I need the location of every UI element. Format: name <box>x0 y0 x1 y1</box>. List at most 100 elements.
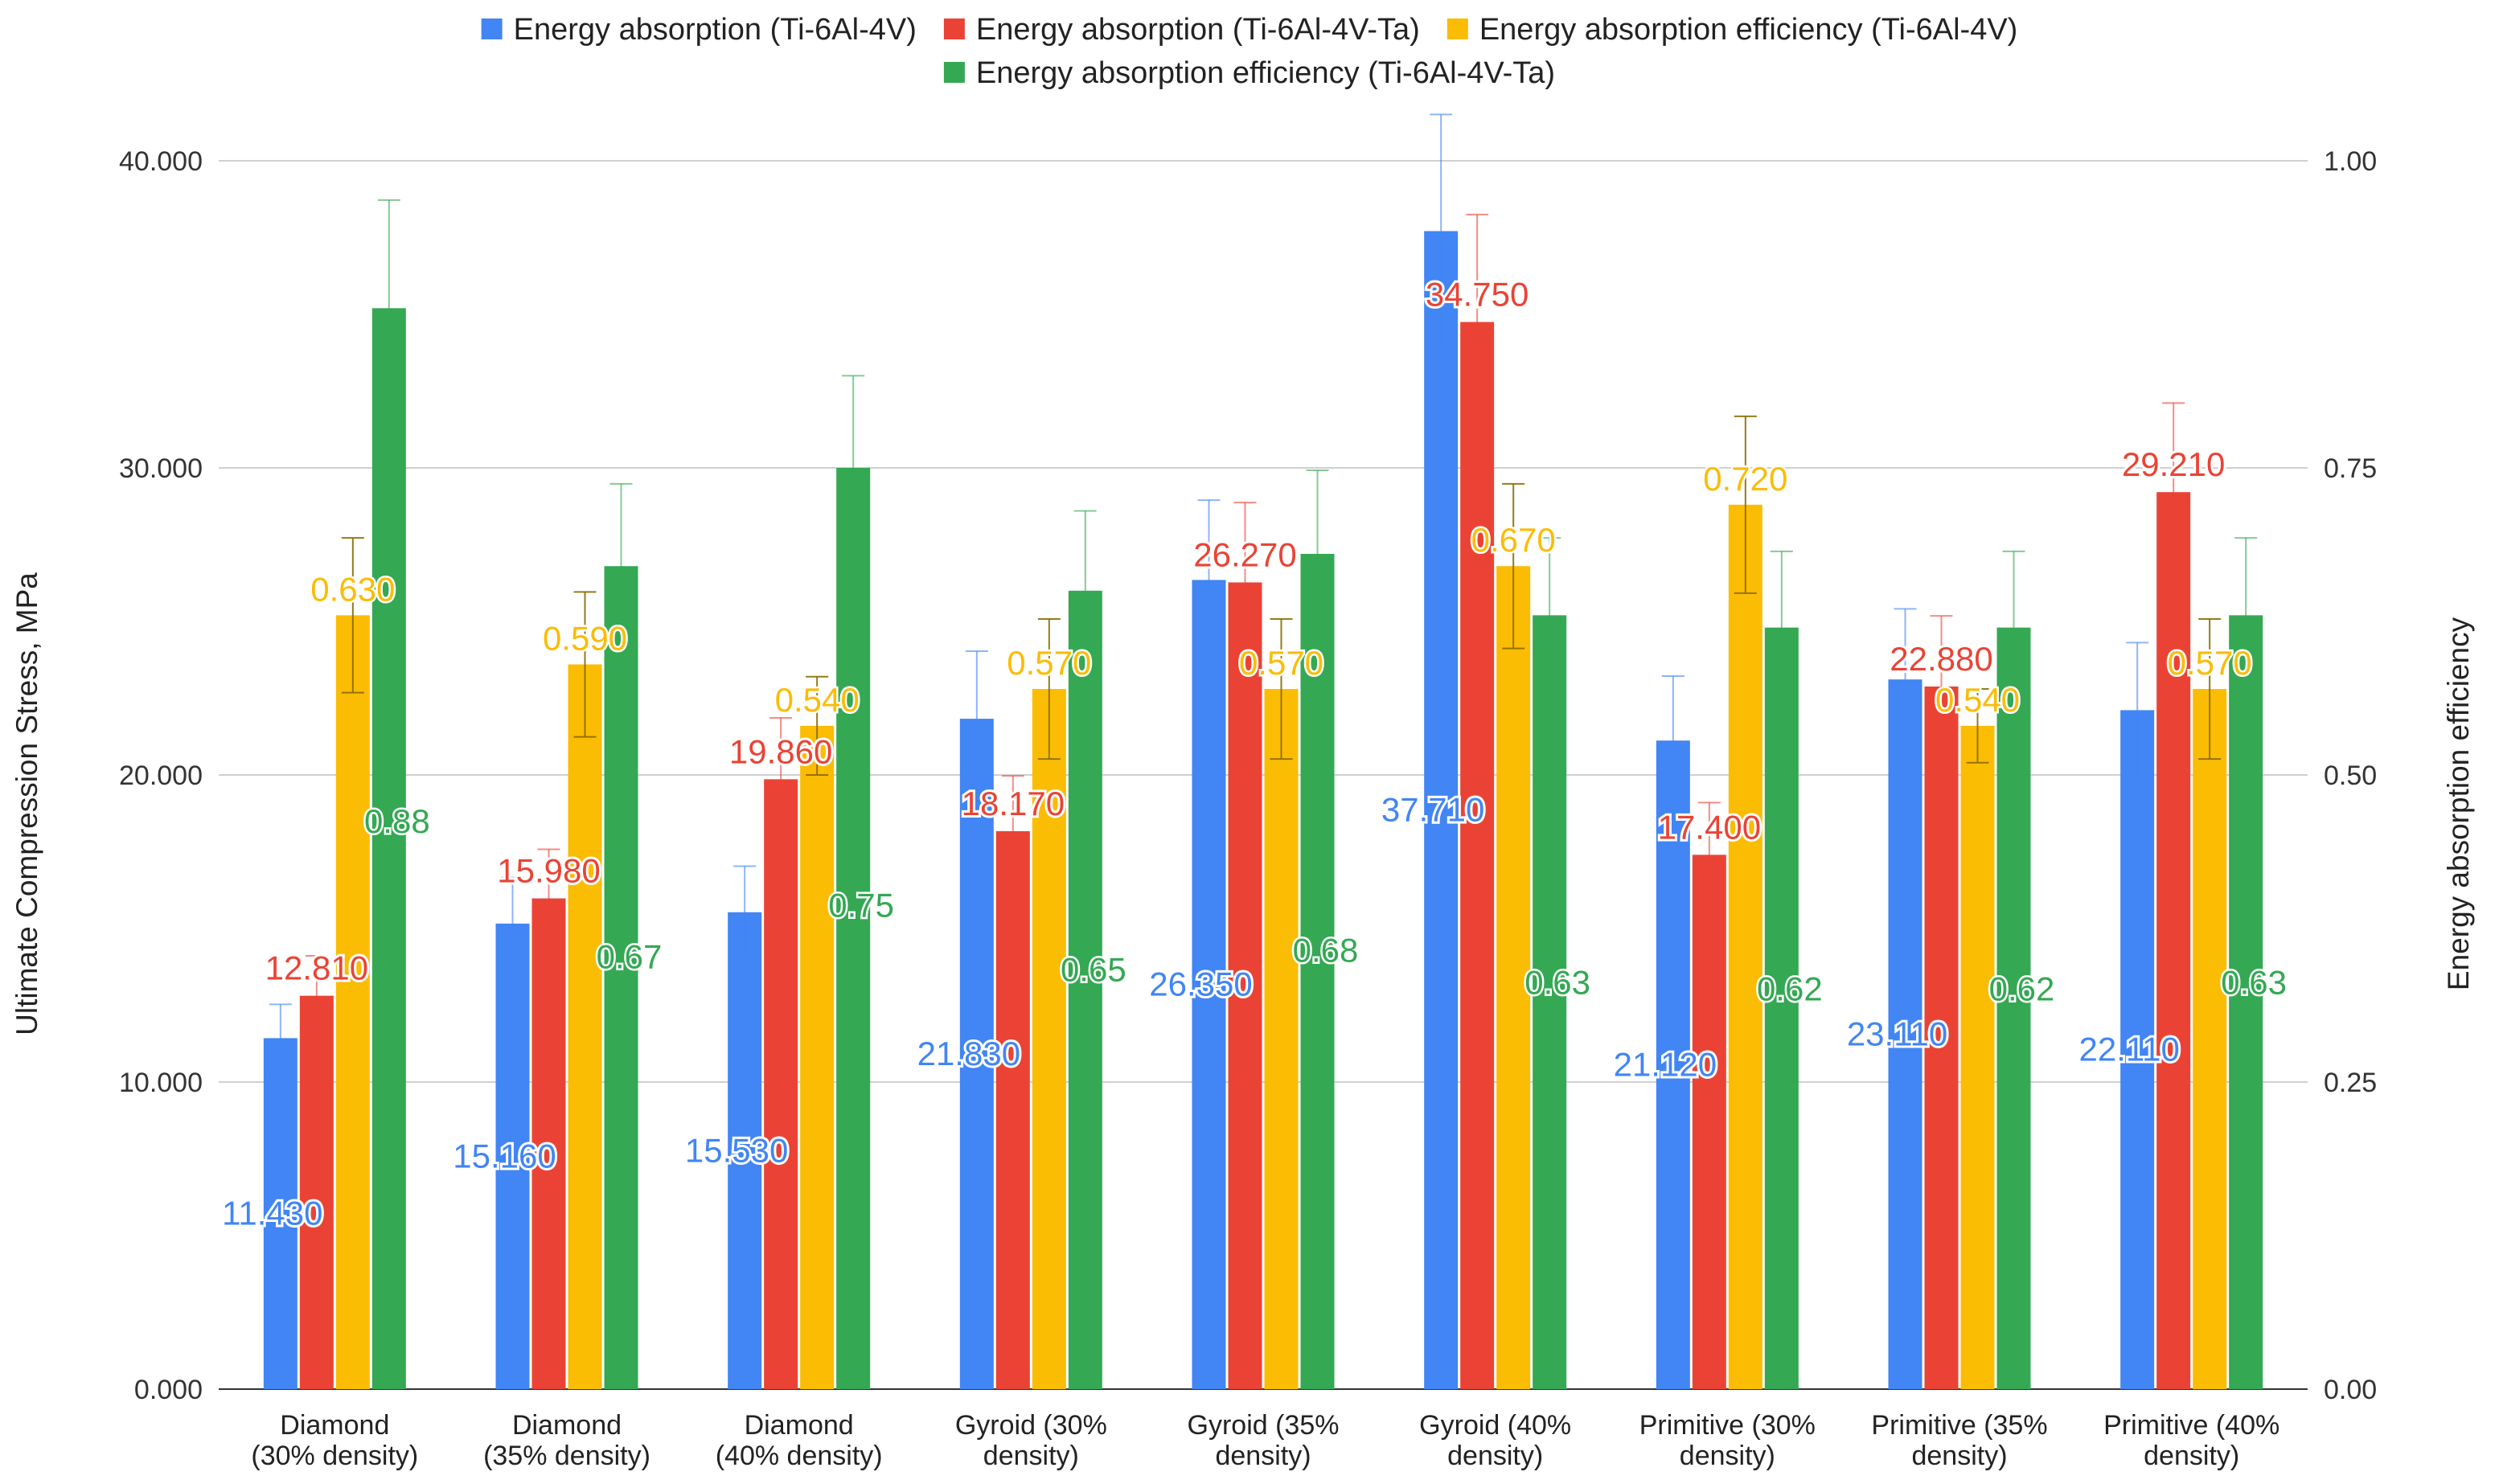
bar-s1-c1[interactable] <box>263 1038 298 1389</box>
bar-s2-c8[interactable] <box>1924 686 1959 1389</box>
bar-s3-c4[interactable] <box>1032 689 1066 1389</box>
right-axis-ticks: 0.00 0.25 0.50 0.75 1.00 <box>2324 146 2377 1405</box>
data-label-s4-c3: 0.75 <box>828 886 894 924</box>
category-label-9: Primitive (40%density) <box>2103 1410 2279 1471</box>
data-label-s4-c8: 0.62 <box>1989 970 2055 1008</box>
legend-item-3[interactable]: Energy absorption efficiency (Ti-6Al-4V) <box>1446 13 2018 47</box>
legend-item-4[interactable]: Energy absorption efficiency (Ti-6Al-4V-… <box>943 56 1555 90</box>
bar-s3-c7[interactable] <box>1728 504 1762 1389</box>
y2-tick-label: 0.00 <box>2324 1375 2377 1405</box>
bars <box>263 231 2263 1390</box>
error-bar-s4-c4 <box>1073 510 1097 672</box>
category-label-6: Gyroid (40%density) <box>1419 1410 1571 1471</box>
legend-label: Energy absorption efficiency (Ti-6Al-4V-… <box>976 56 1555 90</box>
bar-s4-c5[interactable] <box>1300 553 1335 1390</box>
bar-s3-c1[interactable] <box>335 615 370 1389</box>
bar-s3-c3[interactable] <box>800 725 835 1389</box>
bar-s4-c7[interactable] <box>1764 627 1799 1389</box>
bar-s4-c1[interactable] <box>371 308 406 1389</box>
error-bar-s1-c8 <box>1894 608 1917 752</box>
y-tick-label: 40.000 <box>119 146 203 177</box>
legend-swatch <box>943 62 965 83</box>
bar-s2-c6[interactable] <box>1460 322 1495 1389</box>
category-labels: Diamond(30% density) Diamond(35% density)… <box>251 1410 2279 1471</box>
data-label-s3-c4: 0.570 <box>1007 644 1091 682</box>
data-label-s1-c9: 22.110 <box>2078 1031 2179 1068</box>
y2-tick-label: 0.25 <box>2324 1068 2377 1098</box>
error-bar-s2-c4 <box>1001 775 1024 888</box>
bar-s1-c8[interactable] <box>1888 679 1922 1389</box>
data-label-s4-c5: 0.68 <box>1293 932 1359 970</box>
data-label-s4-c1: 0.88 <box>364 802 430 840</box>
error-bar-s4-c9 <box>2234 537 2258 694</box>
bar-s2-c2[interactable] <box>531 898 566 1389</box>
category-label-line: density) <box>2144 1441 2239 1471</box>
error-bar-s1-c3 <box>733 865 757 960</box>
error-bar-s2-c8 <box>1930 615 1953 758</box>
bar-s2-c4[interactable] <box>995 830 1030 1389</box>
bar-s3-c2[interactable] <box>568 664 602 1389</box>
bar-s1-c9[interactable] <box>2120 710 2155 1389</box>
bar-s2-c1[interactable] <box>299 995 334 1389</box>
bar-s4-c9[interactable] <box>2229 615 2263 1389</box>
bar-s3-c5[interactable] <box>1264 689 1299 1389</box>
category-label-line: (35% density) <box>483 1441 650 1471</box>
left-axis-ticks: 0.000 10.000 20.000 30.000 40.000 <box>119 146 203 1405</box>
data-label-s1-c4: 21.830 <box>917 1035 1020 1072</box>
legend-swatch <box>1446 18 1468 39</box>
y-tick-label: 10.000 <box>119 1068 203 1098</box>
category-label-1: Diamond(30% density) <box>251 1410 418 1471</box>
data-label-s2-c4: 18.170 <box>962 785 1065 822</box>
bar-s3-c8[interactable] <box>1960 725 1995 1389</box>
bar-s2-c7[interactable] <box>1692 855 1726 1389</box>
bar-s4-c2[interactable] <box>604 566 638 1389</box>
bar-s2-c3[interactable] <box>764 779 798 1389</box>
error-bar-s3-c2 <box>573 591 597 738</box>
category-label-line: Gyroid (35% <box>1188 1410 1340 1441</box>
data-label-s2-c9: 29.210 <box>2122 445 2225 483</box>
legend-item-2[interactable]: Energy absorption (Ti-6Al-4V-Ta) <box>943 13 1420 47</box>
legend-swatch <box>943 18 965 39</box>
error-bar-s3-c8 <box>1966 688 1989 764</box>
y2-axis-title: Energy absorption efficiency <box>2442 617 2475 990</box>
bar-s4-c3[interactable] <box>836 468 871 1389</box>
error-bar-s2-c9 <box>2162 402 2185 582</box>
gridlines <box>219 160 2308 1390</box>
bar-s1-c6[interactable] <box>1424 231 1459 1389</box>
category-label-4: Gyroid (30%density) <box>955 1410 1107 1471</box>
y2-tick-label: 0.75 <box>2324 453 2377 484</box>
error-bar-s3-c4 <box>1037 617 1061 760</box>
bar-s3-c6[interactable] <box>1496 566 1531 1389</box>
data-label-s1-c7: 21.120 <box>1614 1046 1717 1084</box>
category-label-line: density) <box>983 1441 1079 1471</box>
bar-s2-c5[interactable] <box>1228 582 1262 1389</box>
y-tick-label: 0.000 <box>134 1375 203 1405</box>
bar-s1-c7[interactable] <box>1656 740 1690 1389</box>
bar-s4-c4[interactable] <box>1068 590 1102 1389</box>
bar-s1-c3[interactable] <box>728 912 762 1389</box>
y2-tick-label: 0.50 <box>2324 760 2377 791</box>
legend-label: Energy absorption (Ti-6Al-4V) <box>514 13 917 47</box>
y-axis-title: Ultimate Compression Stress, MPa <box>10 572 43 1035</box>
category-label-line: (40% density) <box>716 1441 883 1471</box>
bar-s2-c9[interactable] <box>2156 492 2191 1389</box>
legend-label: Energy absorption (Ti-6Al-4V-Ta) <box>976 13 1420 47</box>
error-bar-s1-c9 <box>2126 642 2149 779</box>
error-bar-s2-c7 <box>1697 801 1721 908</box>
bar-s1-c2[interactable] <box>495 923 530 1389</box>
category-label-line: Diamond <box>512 1410 622 1441</box>
data-label-s4-c9: 0.63 <box>2221 964 2287 1002</box>
y-tick-label: 20.000 <box>119 760 203 791</box>
error-bar-s2-c5 <box>1233 502 1257 663</box>
y-tick-label: 30.000 <box>119 453 203 484</box>
bar-s3-c9[interactable] <box>2193 689 2227 1389</box>
error-bar-s3-c3 <box>806 675 829 776</box>
data-label-s3-c5: 0.570 <box>1239 644 1323 682</box>
legend-item-1[interactable]: Energy absorption (Ti-6Al-4V) <box>481 13 917 47</box>
bar-s1-c5[interactable] <box>1192 580 1226 1389</box>
bar-s1-c4[interactable] <box>959 719 994 1389</box>
error-bar-s1-c5 <box>1197 499 1221 661</box>
bar-s4-c8[interactable] <box>1996 627 2031 1389</box>
bar-s4-c6[interactable] <box>1533 615 1567 1389</box>
data-label-s2-c1: 12.810 <box>265 949 368 987</box>
